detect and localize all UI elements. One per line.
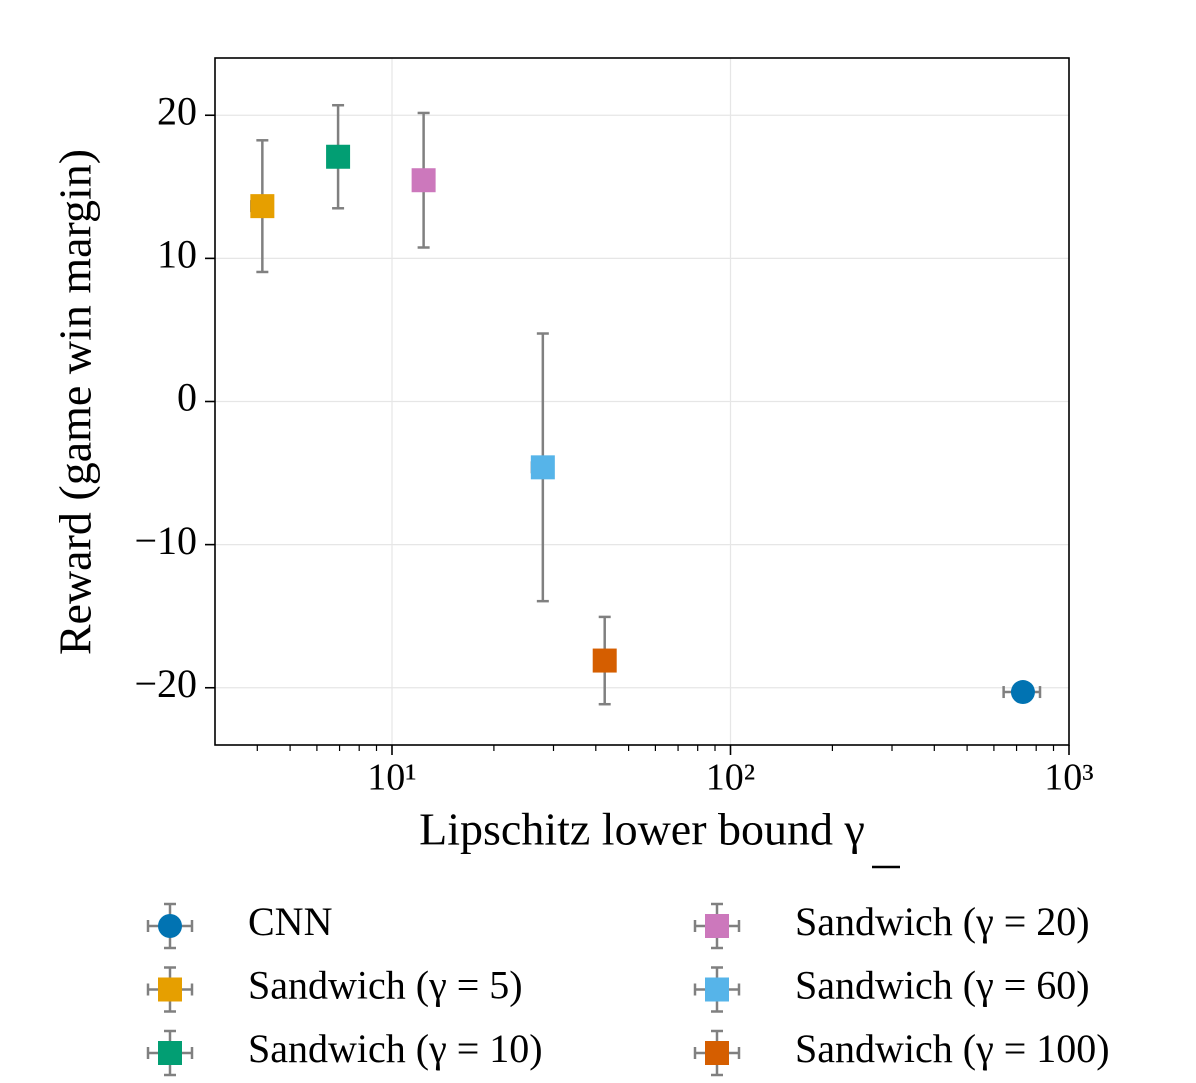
marker [250,194,275,219]
y-tick-label: 20 [157,88,197,133]
marker [411,168,436,193]
x-tick-label: 10² [706,757,755,799]
x-axis-label: Lipschitz lower bound γ [419,804,865,855]
y-tick-label: 10 [157,232,197,277]
legend-marker [705,1041,729,1065]
legend-label: CNN [248,899,332,944]
y-axis-label: Reward (game win margin) [50,149,101,655]
legend-label: Sandwich (γ = 100) [795,1026,1110,1071]
legend-label: Sandwich (γ = 10) [248,1026,543,1071]
y-tick-label: 0 [177,375,197,420]
y-tick-label: −20 [134,661,197,706]
legend-label: Sandwich (γ = 20) [795,899,1090,944]
marker [1010,680,1035,705]
legend-label: Sandwich (γ = 5) [248,963,523,1008]
plot-frame [214,57,1070,746]
marker [326,144,351,169]
x-tick-label: 10³ [1044,757,1093,799]
legend-marker [705,914,729,938]
legend-marker [158,914,182,938]
legend-label: Sandwich (γ = 60) [795,963,1090,1008]
legend-marker [158,1041,182,1065]
marker [530,455,555,480]
marker [592,648,617,673]
legend-marker [158,977,182,1002]
y-tick-label: −10 [134,518,197,563]
x-tick-label: 10¹ [367,757,416,799]
legend-marker [705,977,729,1002]
